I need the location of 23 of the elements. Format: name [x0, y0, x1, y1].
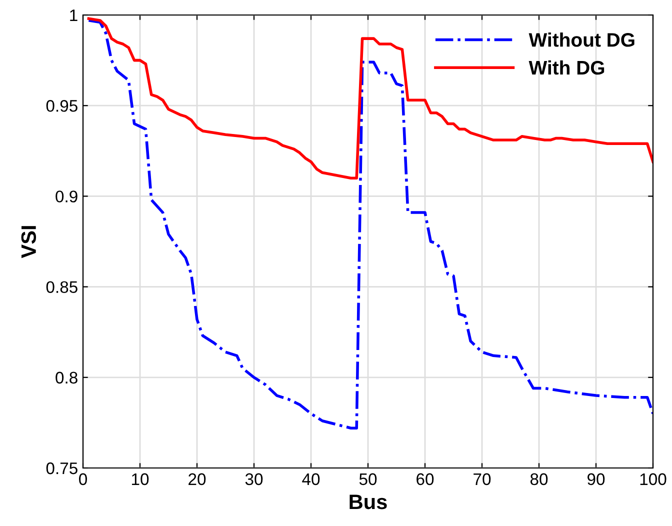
y-tick-label: 0.85	[46, 281, 78, 294]
x-tick-label: 50	[359, 473, 377, 486]
x-tick-label: 30	[245, 473, 263, 486]
x-tick-label: 10	[132, 473, 149, 486]
y-tick-label: 0.8	[56, 372, 78, 384]
x-tick-label: 20	[188, 473, 206, 486]
legend-label: With DG	[528, 60, 604, 75]
x-axis-title: Bus	[350, 494, 387, 510]
line-series	[87, 17, 653, 180]
line-series	[87, 19, 653, 430]
y-tick-label: 0.95	[46, 100, 78, 112]
y-axis-title: VSI	[21, 226, 36, 258]
x-tick-label: 80	[530, 473, 548, 486]
y-tick-label: 0.9	[56, 190, 78, 202]
y-tick-label: 1	[70, 10, 78, 22]
y-tick-label: 0.75	[46, 462, 78, 474]
x-tick-label: 0	[79, 473, 87, 486]
x-tick-label: 100	[640, 473, 666, 486]
legend-label: Without DG	[528, 32, 634, 47]
x-tick-label: 70	[474, 473, 491, 486]
x-tick-label: 40	[302, 473, 320, 486]
x-tick-label: 60	[416, 473, 434, 486]
x-tick-label: 90	[588, 473, 605, 486]
